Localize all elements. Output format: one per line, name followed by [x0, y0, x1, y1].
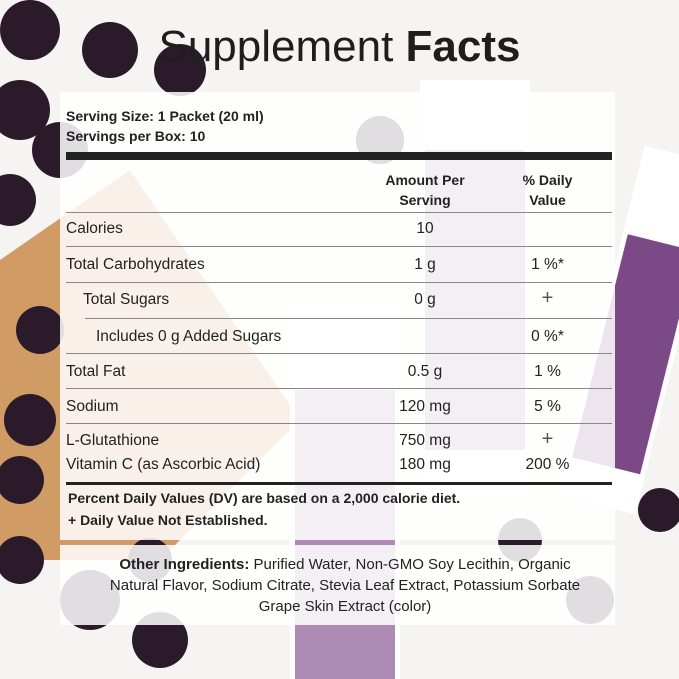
ingredients-text: Grape Skin Extract (color)	[258, 598, 432, 615]
row-amount: 0.5 g	[407, 363, 443, 380]
row-dv: 5 %	[534, 398, 561, 415]
row-name: Vitamin C (as Ascorbic Acid)	[66, 456, 261, 473]
rule	[66, 212, 612, 213]
title-bold: Facts	[405, 22, 521, 71]
row-name: Total Fat	[66, 363, 126, 380]
title-main: Supplement	[158, 22, 394, 71]
serving-size: Serving Size: 1 Packet (20 ml)	[66, 108, 264, 124]
thick-rule	[66, 152, 612, 160]
row-dv: +	[541, 428, 554, 450]
row-dv: 0 %*	[531, 328, 564, 345]
footnote: + Daily Value Not Established.	[68, 512, 268, 528]
dv-header: % Daily Value	[522, 172, 573, 208]
ingredients-text: Purified Water, Non-GMO Soy Lecithin, Or…	[253, 556, 571, 573]
row-amount: 120 mg	[399, 398, 451, 415]
row-amount: 180 mg	[399, 456, 451, 473]
ingredients: Other Ingredients: Purified Water, Non-G…	[60, 554, 630, 617]
row-name: Total Carbohydrates	[66, 256, 205, 273]
ingredients-panel	[60, 545, 615, 625]
row-dv: 200 %	[525, 456, 570, 473]
bottom-rule	[66, 482, 612, 485]
rule	[85, 318, 612, 319]
row-name: Calories	[66, 220, 123, 237]
rule	[66, 353, 612, 354]
row-dv: 1 %*	[531, 256, 564, 273]
row-name: Total Sugars	[83, 291, 170, 308]
ingredients-line: Other Ingredients: Purified Water, Non-G…	[60, 554, 630, 575]
ingredients-text: Natural Flavor, Sodium Citrate, Stevia L…	[109, 577, 581, 594]
row-amount: 10	[416, 220, 434, 237]
rule	[66, 423, 612, 424]
row-name: Includes 0 g Added Sugars	[96, 328, 282, 345]
row-amount: 750 mg	[399, 432, 451, 449]
title: Supplement Facts	[0, 22, 679, 72]
servings-per-box: Servings per Box: 10	[66, 128, 206, 144]
amount-header: Amount Per Serving	[385, 172, 465, 208]
rule	[66, 388, 612, 389]
row-dv: 1 %	[534, 363, 561, 380]
rule	[66, 246, 612, 247]
ingredients-label: Other Ingredients:	[119, 556, 250, 573]
facts-panel	[60, 92, 615, 540]
rule	[66, 282, 612, 283]
row-name: L-Glutathione	[66, 432, 160, 449]
row-dv: +	[541, 287, 554, 309]
footnote: Percent Daily Values (DV) are based on a…	[68, 490, 461, 506]
row-amount: 0 g	[414, 291, 436, 308]
row-amount: 1 g	[414, 256, 436, 273]
row-name: Sodium	[66, 398, 119, 415]
